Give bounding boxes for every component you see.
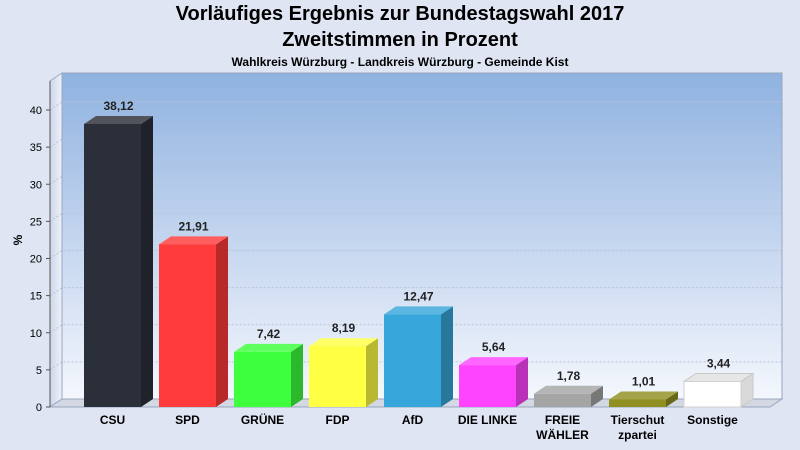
data-label: 8,19 [332, 321, 356, 335]
bar-freie-wähler [534, 385, 603, 407]
x-tick-label: CSU [100, 413, 125, 427]
plot-side-wall [49, 72, 63, 408]
bar-front [459, 365, 516, 407]
bar-top [309, 338, 378, 347]
data-label: 21,91 [178, 219, 208, 233]
bar-front [534, 393, 591, 407]
x-tick-label: WÄHLER [536, 427, 589, 442]
y-tick-label: 20 [30, 254, 42, 266]
bar-side [291, 343, 303, 407]
bar-die-linke [459, 357, 528, 407]
bar-side [666, 391, 678, 407]
x-tick-label: SPD [175, 413, 200, 427]
bar-grüne [234, 343, 303, 407]
x-tick-label: Tierschut [611, 413, 665, 427]
y-tick-label: 30 [30, 179, 42, 191]
data-label: 1,01 [632, 375, 656, 389]
y-tick-label: 0 [36, 402, 42, 414]
bar-fdp [309, 338, 378, 407]
bar-top [384, 306, 453, 315]
x-tick-label: FREIE [545, 413, 580, 427]
bar-front [234, 351, 291, 407]
chart-title: Vorläufiges Ergebnis zur Bundestagswahl … [175, 3, 625, 25]
y-tick-label: 35 [30, 142, 42, 154]
bar-sonstige [682, 372, 755, 408]
data-label: 3,44 [707, 356, 731, 370]
gridline [49, 101, 782, 111]
y-tick-label: 25 [30, 216, 42, 228]
y-tick-label: 40 [30, 105, 42, 117]
bar-top [234, 343, 303, 352]
bar-top [84, 115, 153, 124]
bar-top [609, 391, 678, 400]
bar-side [591, 385, 603, 407]
x-tick-label: Sonstige [687, 413, 738, 427]
chart-title-line2: Zweitstimmen in Prozent [282, 29, 518, 51]
x-tick-label: AfD [402, 413, 424, 427]
gridline [49, 175, 782, 185]
gridline [49, 138, 782, 148]
data-label: 38,12 [103, 99, 133, 113]
y-tick-label: 15 [30, 291, 42, 303]
bar-side [141, 115, 153, 408]
data-label: 1,78 [557, 369, 581, 383]
bar-spd [159, 236, 228, 407]
bar-front [384, 314, 441, 407]
bar-top [534, 385, 603, 394]
y-tick-label: 5 [36, 365, 42, 377]
gridline [49, 287, 782, 297]
bar-front [683, 380, 742, 408]
x-tick-label: zpartei [618, 428, 657, 442]
bar-front [159, 244, 216, 407]
bar-csu [84, 115, 153, 408]
gridline [49, 212, 782, 222]
bar-side [441, 306, 453, 407]
y-tick-label: 10 [30, 328, 42, 340]
bar-front [609, 399, 666, 407]
bar-top [682, 372, 755, 382]
bar-front [84, 123, 141, 408]
y-axis-label: % [11, 234, 25, 245]
x-tick-label: GRÜNE [241, 412, 284, 427]
bar-top [459, 357, 528, 366]
bar-side [216, 236, 228, 407]
data-label: 7,42 [257, 327, 281, 341]
bar-afd [384, 306, 453, 407]
bar-tierschutzpartei [609, 391, 678, 407]
x-tick-label: DIE LINKE [458, 413, 517, 427]
bar-side [366, 338, 378, 407]
gridline [49, 361, 782, 371]
bar-top [159, 236, 228, 245]
chart-subtitle: Wahlkreis Würzburg - Landkreis Würzburg … [231, 55, 569, 69]
bar-front [309, 346, 366, 407]
data-label: 12,47 [403, 289, 433, 303]
bar-side [516, 357, 528, 407]
gridline [49, 324, 782, 334]
data-label: 5,64 [482, 340, 506, 354]
gridline [49, 250, 782, 259]
x-tick-label: FDP [326, 413, 350, 427]
